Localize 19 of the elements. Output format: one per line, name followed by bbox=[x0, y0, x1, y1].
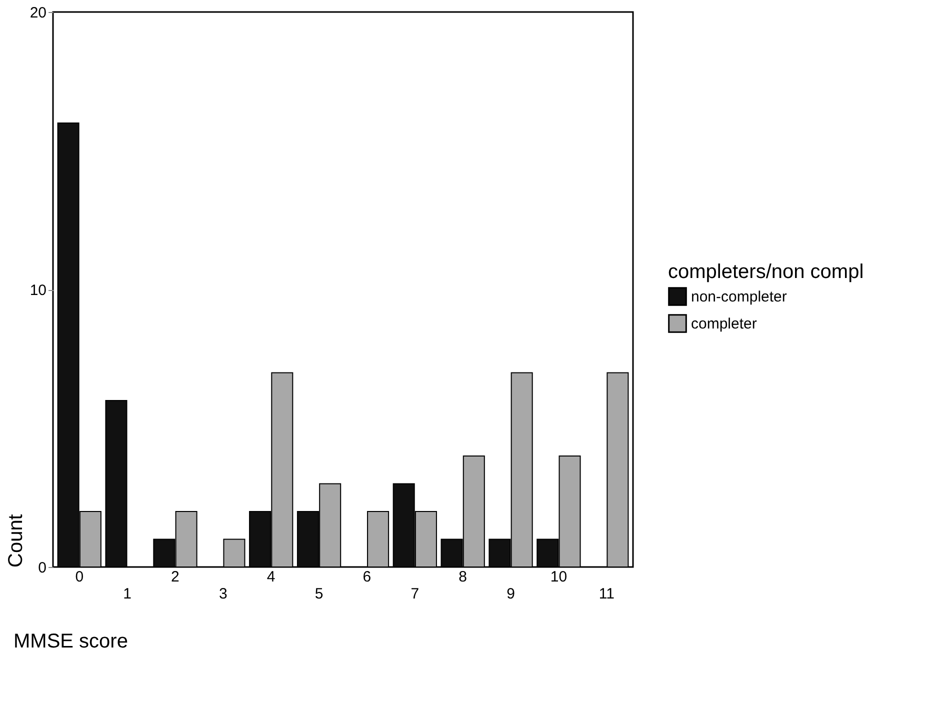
y-tick-label: 20 bbox=[30, 4, 46, 22]
legend-label: completer bbox=[691, 316, 757, 332]
x-tick-label: 1 bbox=[123, 586, 132, 602]
x-axis-title: MMSE score bbox=[14, 630, 128, 652]
x-tick-label: 9 bbox=[506, 586, 515, 602]
x-tick-label: 10 bbox=[550, 568, 568, 586]
x-tick-label: 3 bbox=[218, 586, 228, 602]
y-axis-title: Count bbox=[4, 514, 27, 568]
x-tick-label: 8 bbox=[458, 568, 468, 586]
x-tick-label: 0 bbox=[75, 568, 84, 586]
x-tick-label: 6 bbox=[362, 568, 372, 586]
legend-title: completers/non compl bbox=[668, 261, 864, 283]
x-tick-label: 5 bbox=[314, 586, 324, 602]
x-tick-label: 4 bbox=[266, 568, 276, 586]
x-tick-label: 7 bbox=[410, 586, 420, 602]
y-tick-label: 10 bbox=[30, 282, 46, 299]
x-tick-label: 2 bbox=[171, 568, 180, 586]
legend-label: non-completer bbox=[691, 288, 787, 306]
x-tick-label: 11 bbox=[598, 586, 614, 602]
